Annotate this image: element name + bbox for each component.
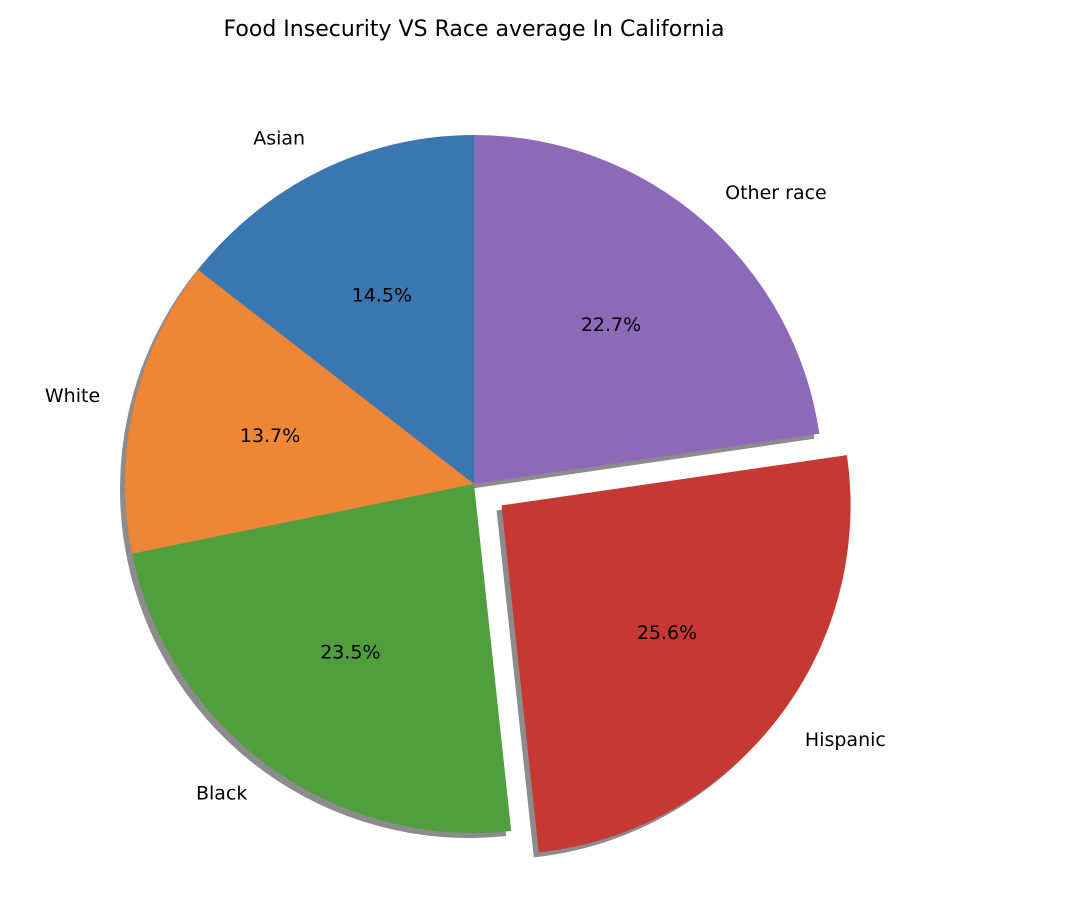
pie-slice-black (132, 484, 512, 834)
chart-title: Food Insecurity VS Race average In Calif… (224, 17, 725, 42)
pie-slices (125, 135, 851, 853)
percent-label-white: 13.7% (240, 425, 300, 447)
percent-label-hispanic: 25.6% (637, 622, 697, 644)
slice-label-white: White (45, 385, 100, 407)
slice-label-hispanic: Hispanic (805, 729, 886, 751)
percent-label-asian: 14.5% (352, 284, 412, 306)
slice-label-black: Black (196, 782, 247, 804)
pie-slice-other-race (474, 135, 820, 484)
pie-slice-white (125, 270, 474, 554)
pie-slice-asian (198, 135, 474, 484)
slice-label-other-race: Other race (725, 182, 827, 204)
pie-slice-hispanic (501, 455, 851, 853)
pie-labels: Asian 14.5% White 13.7% Black 23.5% Hispanic 25… (45, 128, 886, 805)
slice-label-asian: Asian (253, 128, 305, 150)
percent-label-black: 23.5% (320, 642, 380, 664)
percent-label-other-race: 22.7% (581, 314, 641, 336)
